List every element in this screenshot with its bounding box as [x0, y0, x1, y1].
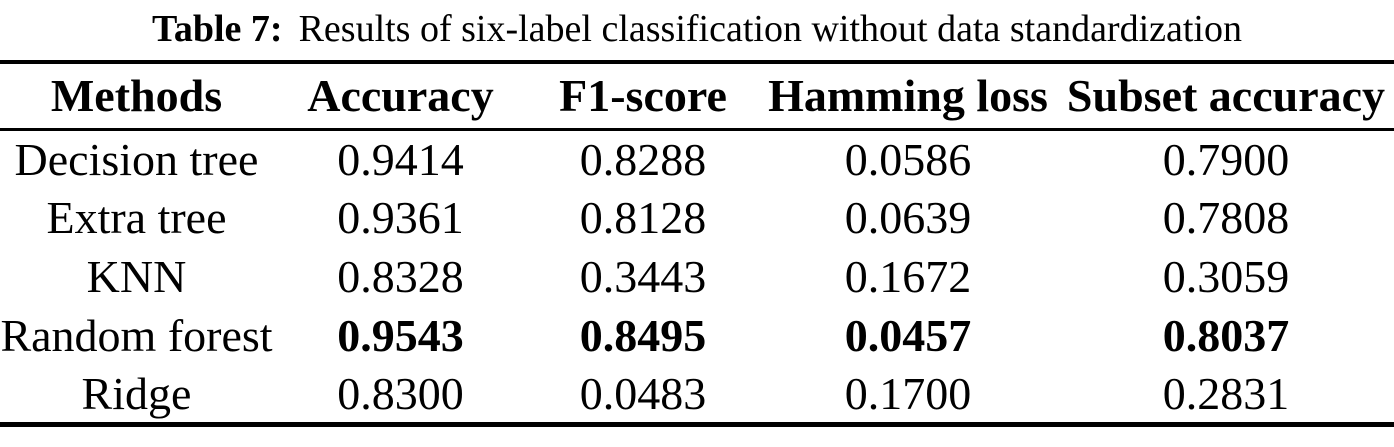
column-header-accuracy: Accuracy	[273, 62, 528, 131]
cell-method: Ridge	[81, 367, 192, 419]
table-row-extra-tree: Extra tree 0.9361 0.8128 0.0639 0.7808	[0, 188, 1394, 247]
cell-method: Extra tree	[46, 192, 227, 243]
cell-method: Random forest	[0, 310, 273, 361]
cell-subset-accuracy: 0.2831	[1162, 367, 1290, 419]
cell-f1-score: 0.8128	[579, 192, 707, 243]
cell-subset-accuracy: 0.7900	[1162, 133, 1290, 185]
cell-f1-score: 0.3443	[579, 251, 707, 302]
cell-hamming-loss: 0.1672	[844, 251, 972, 302]
header-row: Methods Accuracy F1-score Hamming loss S…	[0, 62, 1394, 131]
cell-f1-score: 0.8495	[579, 310, 707, 361]
table-row-ridge: Ridge 0.8300 0.0483 0.1700 0.2831	[0, 365, 1394, 424]
cell-f1-score: 0.0483	[579, 367, 707, 419]
cell-accuracy: 0.8300	[337, 367, 464, 419]
cell-f1-score: 0.8288	[579, 133, 707, 185]
results-table: Methods Accuracy F1-score Hamming loss S…	[0, 60, 1394, 427]
column-header-hamming-loss: Hamming loss	[758, 62, 1058, 131]
cell-accuracy: 0.8328	[337, 251, 464, 302]
cell-accuracy: 0.9361	[337, 192, 464, 243]
cell-accuracy: 0.9414	[337, 133, 464, 185]
cell-method: KNN	[86, 251, 187, 302]
table-row-random-forest: Random forest 0.9543 0.8495 0.0457 0.803…	[0, 306, 1394, 365]
cell-hamming-loss: 0.0586	[844, 133, 972, 185]
column-header-subset-accuracy: Subset accuracy	[1058, 62, 1394, 131]
cell-accuracy: 0.9543	[337, 310, 464, 361]
table-row-knn: KNN 0.8328 0.3443 0.1672 0.3059	[0, 247, 1394, 306]
column-header-methods: Methods	[0, 62, 273, 131]
table-caption: Table 7: Results of six-label classifica…	[0, 0, 1394, 60]
cell-hamming-loss: 0.0639	[844, 192, 972, 243]
caption-label: Table 7:	[151, 8, 283, 51]
cell-hamming-loss: 0.0457	[844, 310, 972, 361]
column-header-f1-score: F1-score	[528, 62, 758, 131]
table-row-decision-tree: Decision tree 0.9414 0.8288 0.0586 0.790…	[0, 129, 1394, 188]
cell-hamming-loss: 0.1700	[844, 367, 972, 419]
cell-method: Decision tree	[14, 133, 259, 185]
cell-subset-accuracy: 0.7808	[1162, 192, 1290, 243]
cell-subset-accuracy: 0.8037	[1162, 310, 1290, 361]
cell-subset-accuracy: 0.3059	[1162, 251, 1290, 302]
caption-text: Results of six-label classification with…	[298, 8, 1242, 51]
